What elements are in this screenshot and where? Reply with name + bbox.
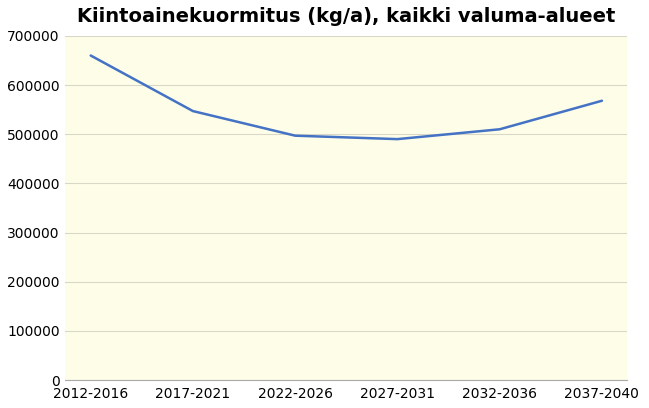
Title: Kiintoainekuormitus (kg/a), kaikki valuma-alueet: Kiintoainekuormitus (kg/a), kaikki valum…	[77, 7, 615, 26]
